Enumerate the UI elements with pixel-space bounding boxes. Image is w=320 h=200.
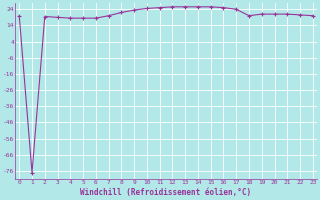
X-axis label: Windchill (Refroidissement éolien,°C): Windchill (Refroidissement éolien,°C) xyxy=(80,188,252,197)
